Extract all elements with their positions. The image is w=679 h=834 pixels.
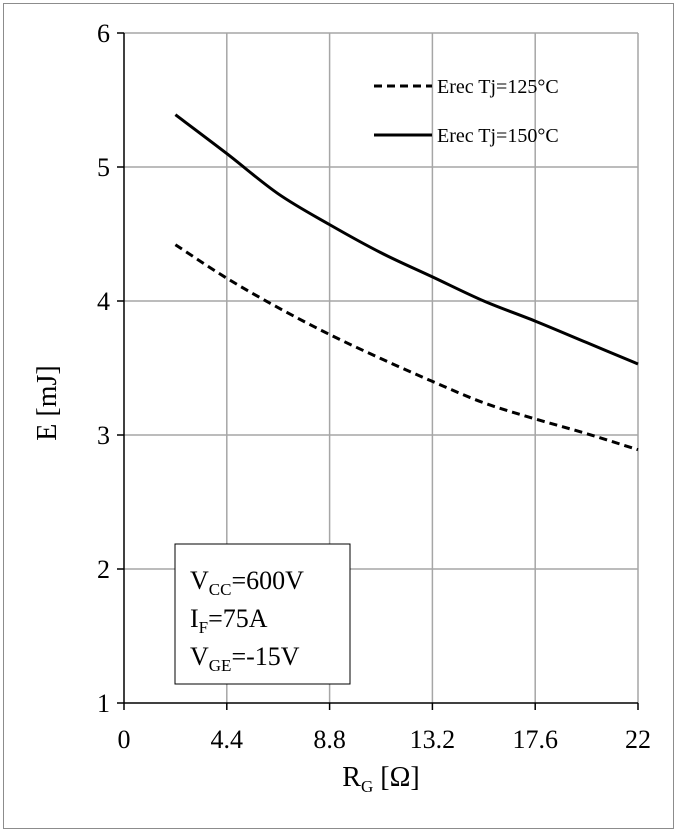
series-line-125c <box>174 243 639 452</box>
legend: Erec Tj=125°C Erec Tj=150°C <box>374 76 559 147</box>
x-tick-label: 22 <box>625 725 651 754</box>
y-tick-label: 2 <box>97 555 110 584</box>
conditions-box: VCC=600V IF=75A VGE=-15V <box>174 543 351 685</box>
x-axis-title: RG [Ω] <box>342 762 419 796</box>
series-line-150c <box>174 113 639 366</box>
x-tick-label: 4.4 <box>211 725 244 754</box>
conditions-box-border <box>174 543 351 685</box>
x-tick-label: 17.6 <box>512 725 558 754</box>
condition-line: VCC=600V <box>190 566 304 599</box>
y-tick-label: 4 <box>97 287 110 316</box>
chart-frame <box>3 3 674 829</box>
y-axis-title: E [mJ] <box>32 365 63 440</box>
x-tick-label: 8.8 <box>313 725 346 754</box>
legend-label: Erec Tj=150°C <box>437 125 559 147</box>
tick-labels: 1 2 3 4 5 6 0 4.4 8.8 13.2 17.6 22 <box>97 19 651 754</box>
x-tick-label: 13.2 <box>410 725 456 754</box>
y-tick-label: 3 <box>97 421 110 450</box>
legend-label: Erec Tj=125°C <box>437 76 559 98</box>
condition-line: VGE=-15V <box>190 642 300 675</box>
series-layer <box>174 113 639 452</box>
condition-line: IF=75A <box>190 604 268 637</box>
y-tick-label: 1 <box>97 689 110 718</box>
y-tick-label: 5 <box>97 153 110 182</box>
y-tick-label: 6 <box>97 19 110 48</box>
axis-layer <box>117 32 639 710</box>
x-tick-label: 0 <box>118 725 131 754</box>
